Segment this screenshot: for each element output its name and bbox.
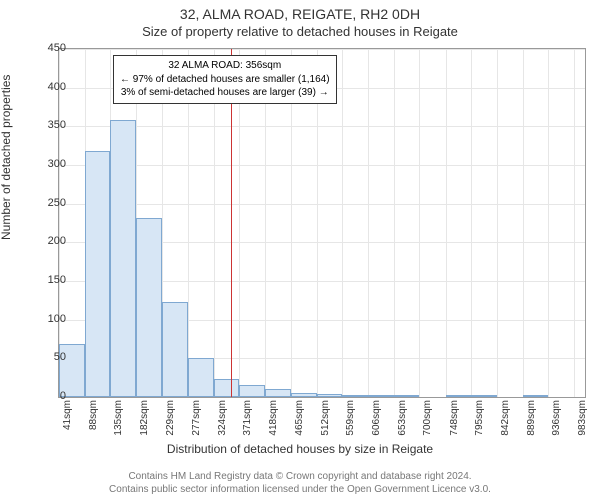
histogram-bar [239,385,265,397]
sub-title: Size of property relative to detached ho… [0,24,600,39]
histogram-bar [394,395,420,397]
y-tick-label: 350 [32,119,66,131]
plot-area: 32 ALMA ROAD: 356sqm ← 97% of detached h… [58,48,586,398]
histogram-bar [265,389,291,398]
gridline-h [59,49,585,50]
x-tick-label: 135sqm [113,400,124,436]
histogram-bar [317,394,343,397]
y-axis-label: Number of detached properties [0,75,13,240]
x-tick-label: 182sqm [139,400,150,436]
y-tick-label: 300 [32,158,66,170]
gridline-v [471,49,472,397]
x-tick-label: 889sqm [526,400,537,436]
gridline-h [59,165,585,166]
x-tick-label: 418sqm [268,400,279,436]
gridline-h [59,204,585,205]
y-tick-label: 50 [32,351,66,363]
histogram-bar [214,379,240,397]
x-tick-label: 842sqm [500,400,511,436]
x-tick-label: 371sqm [242,400,253,436]
x-tick-label: 559sqm [345,400,356,436]
attribution-line: Contains public sector information licen… [0,483,600,496]
gridline-v [368,49,369,397]
annotation-line: 32 ALMA ROAD: 356sqm [120,59,330,73]
histogram-bar [523,395,549,397]
y-tick-label: 250 [32,197,66,209]
y-tick-label: 200 [32,235,66,247]
histogram-bar [446,395,472,397]
gridline-v [394,49,395,397]
x-tick-label: 936sqm [551,400,562,436]
histogram-bar [85,151,111,397]
annotation-box: 32 ALMA ROAD: 356sqm ← 97% of detached h… [113,55,337,104]
x-tick-label: 653sqm [397,400,408,436]
histogram-bar [368,395,394,397]
histogram-bar [291,393,317,397]
y-tick-label: 100 [32,313,66,325]
x-tick-label: 324sqm [217,400,228,436]
histogram-bar [110,120,136,397]
x-tick-label: 512sqm [320,400,331,436]
gridline-v [446,49,447,397]
histogram-bar [162,302,188,397]
attribution-line: Contains HM Land Registry data © Crown c… [0,470,600,483]
gridline-v [548,49,549,397]
x-tick-label: 88sqm [88,400,99,430]
x-tick-label: 748sqm [449,400,460,436]
x-tick-label: 277sqm [191,400,202,436]
gridline-v [419,49,420,397]
x-axis-label: Distribution of detached houses by size … [0,442,600,456]
histogram-chart: 32, ALMA ROAD, REIGATE, RH2 0DH Size of … [0,0,600,500]
gridline-v [523,49,524,397]
x-tick-label: 795sqm [474,400,485,436]
histogram-bar [342,395,368,397]
x-tick-label: 41sqm [62,400,73,430]
gridline-v [497,49,498,397]
x-tick-label: 700sqm [422,400,433,436]
annotation-line: ← 97% of detached houses are smaller (1,… [120,73,330,87]
x-tick-label: 606sqm [371,400,382,436]
x-tick-label: 465sqm [294,400,305,436]
x-tick-label: 229sqm [165,400,176,436]
y-tick-label: 400 [32,81,66,93]
histogram-bar [188,358,214,397]
y-tick-label: 150 [32,274,66,286]
attribution: Contains HM Land Registry data © Crown c… [0,470,600,496]
x-tick-label: 983sqm [577,400,588,436]
gridline-v [574,49,575,397]
main-title: 32, ALMA ROAD, REIGATE, RH2 0DH [0,6,600,22]
histogram-bar [136,218,162,397]
y-tick-label: 0 [32,390,66,402]
histogram-bar [471,395,497,397]
gridline-h [59,126,585,127]
y-tick-label: 450 [32,42,66,54]
annotation-line: 3% of semi-detached houses are larger (3… [120,86,330,100]
gridline-v [342,49,343,397]
